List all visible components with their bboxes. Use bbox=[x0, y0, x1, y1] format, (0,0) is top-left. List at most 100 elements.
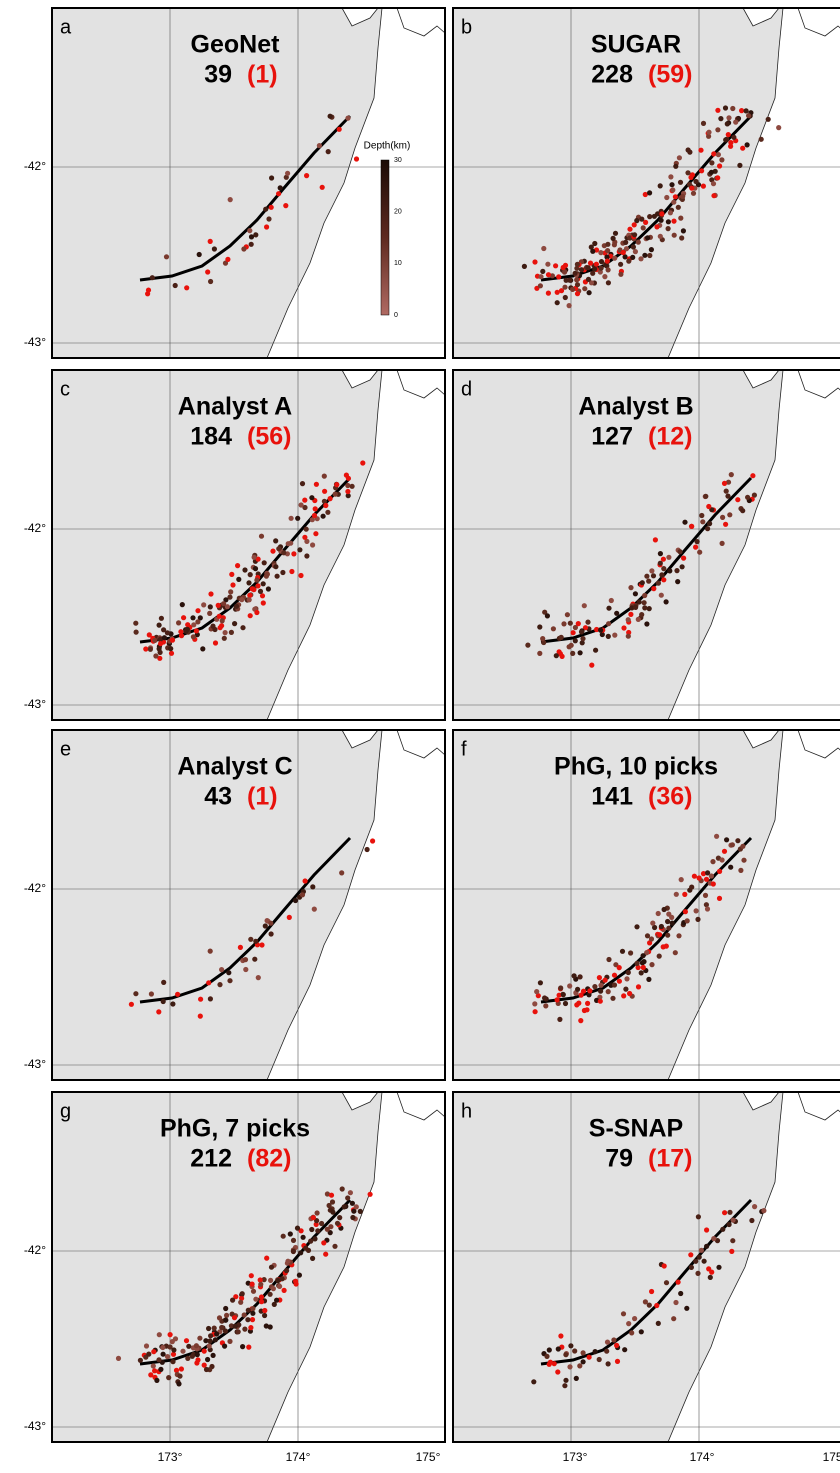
event-dot bbox=[735, 497, 740, 502]
event-dot bbox=[262, 1308, 267, 1313]
event-dot bbox=[709, 170, 714, 175]
event-dot bbox=[246, 1345, 251, 1350]
event-dot bbox=[289, 516, 294, 521]
event-dot bbox=[678, 216, 683, 221]
event-dot bbox=[242, 567, 247, 572]
event-dot bbox=[680, 194, 685, 199]
event-dot bbox=[711, 881, 716, 886]
event-dot bbox=[538, 283, 543, 288]
longitude-label: 174° bbox=[690, 1450, 715, 1464]
event-dot bbox=[333, 492, 338, 497]
event-dot bbox=[293, 898, 298, 903]
event-dot bbox=[223, 1306, 228, 1311]
event-dot bbox=[138, 1358, 143, 1363]
map-panel: dAnalyst B127(12) bbox=[453, 370, 840, 720]
event-dot bbox=[641, 953, 646, 958]
event-dot bbox=[649, 1289, 654, 1294]
event-dot bbox=[168, 1332, 173, 1337]
event-dot bbox=[227, 1339, 232, 1344]
event-dot bbox=[731, 135, 736, 140]
event-dot bbox=[253, 1297, 258, 1302]
event-dot bbox=[677, 549, 682, 554]
panel-letter: h bbox=[461, 1100, 472, 1122]
event-dot bbox=[152, 1368, 157, 1373]
event-dot bbox=[268, 921, 273, 926]
event-dot bbox=[617, 979, 622, 984]
event-dot bbox=[579, 993, 584, 998]
event-dot bbox=[647, 606, 652, 611]
event-dot bbox=[664, 195, 669, 200]
event-dot bbox=[168, 646, 173, 651]
event-dot bbox=[654, 224, 659, 229]
event-dot bbox=[612, 256, 617, 261]
event-dot bbox=[639, 217, 644, 222]
event-dot bbox=[590, 249, 595, 254]
event-dot bbox=[315, 1228, 320, 1233]
event-dot bbox=[354, 1204, 359, 1209]
event-dot bbox=[593, 1349, 598, 1354]
event-dot bbox=[592, 241, 597, 246]
event-dot bbox=[726, 132, 731, 137]
event-dot bbox=[312, 907, 317, 912]
event-dot bbox=[276, 546, 281, 551]
event-dot bbox=[694, 908, 699, 913]
event-dot bbox=[235, 563, 240, 568]
event-dot bbox=[211, 1353, 216, 1358]
event-dot bbox=[233, 1324, 238, 1329]
event-dot bbox=[668, 174, 673, 179]
event-dot bbox=[568, 621, 573, 626]
event-dot bbox=[715, 108, 720, 113]
longitude-label: 175° bbox=[823, 1450, 840, 1464]
event-dot bbox=[673, 164, 678, 169]
event-dot bbox=[626, 970, 631, 975]
event-dot bbox=[191, 622, 196, 627]
event-dot bbox=[656, 1321, 661, 1326]
event-dot bbox=[144, 1343, 149, 1348]
event-dot bbox=[285, 171, 290, 176]
event-dot bbox=[761, 1208, 766, 1213]
event-dot bbox=[717, 163, 722, 168]
event-dot bbox=[158, 1367, 163, 1372]
event-dot bbox=[545, 262, 550, 267]
event-dot bbox=[301, 1235, 306, 1240]
event-dot bbox=[599, 266, 604, 271]
event-dot bbox=[213, 1337, 218, 1342]
event-dot bbox=[339, 870, 344, 875]
event-dot bbox=[587, 988, 592, 993]
red-count: (56) bbox=[247, 423, 291, 451]
panel-title: Analyst C bbox=[177, 753, 292, 781]
event-dot bbox=[248, 572, 253, 577]
event-dot bbox=[776, 125, 781, 130]
event-dot bbox=[337, 127, 342, 132]
event-dot bbox=[186, 1344, 191, 1349]
event-dot bbox=[304, 173, 309, 178]
event-dot bbox=[304, 553, 309, 558]
event-dot bbox=[683, 909, 688, 914]
event-dot bbox=[555, 300, 560, 305]
latitude-label: -43° bbox=[24, 1057, 46, 1071]
event-dot bbox=[598, 999, 603, 1004]
event-dot bbox=[531, 1379, 536, 1384]
event-dot bbox=[621, 1311, 626, 1316]
event-dot bbox=[641, 959, 646, 964]
event-dot bbox=[630, 255, 635, 260]
event-dot bbox=[254, 610, 259, 615]
event-dot bbox=[555, 1369, 560, 1374]
event-dot bbox=[537, 651, 542, 656]
event-dot bbox=[725, 121, 730, 126]
event-dot bbox=[766, 117, 771, 122]
event-dot bbox=[173, 1336, 178, 1341]
panel-title: GeoNet bbox=[191, 31, 281, 59]
event-dot bbox=[666, 555, 671, 560]
event-dot bbox=[295, 516, 300, 521]
event-dot bbox=[715, 127, 720, 132]
event-dot bbox=[282, 1288, 287, 1293]
event-dot bbox=[177, 1374, 182, 1379]
event-dot bbox=[623, 240, 628, 245]
event-dot bbox=[286, 541, 291, 546]
event-dot bbox=[370, 838, 375, 843]
event-dot bbox=[534, 989, 539, 994]
event-dot bbox=[731, 1218, 736, 1223]
event-dot bbox=[647, 190, 652, 195]
event-dot bbox=[644, 574, 649, 579]
